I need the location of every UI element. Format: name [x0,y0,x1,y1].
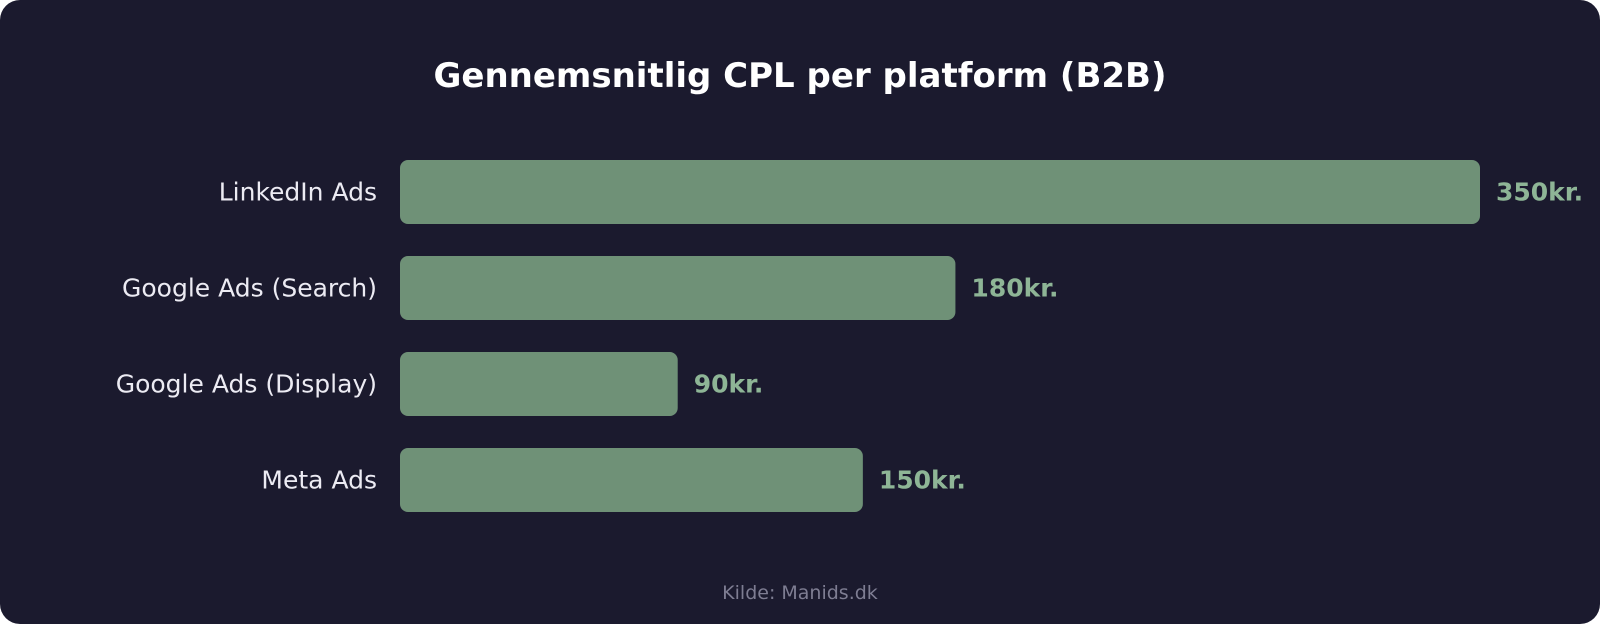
bar[interactable] [400,352,678,416]
bar[interactable] [400,160,1480,224]
source-note: Kilde: Manids.dk [722,582,878,604]
chart-title: Gennemsnitlig CPL per platform (B2B) [433,56,1167,96]
category-label: Google Ads (Display) [116,370,377,399]
category-label: Google Ads (Search) [122,274,377,303]
bar[interactable] [400,448,863,512]
value-label: 350kr. [1496,178,1583,207]
bar[interactable] [400,256,956,320]
value-label: 150kr. [879,466,966,495]
category-label: Meta Ads [261,466,377,495]
value-label: 180kr. [971,274,1058,303]
value-label: 90kr. [694,370,764,399]
category-label: LinkedIn Ads [219,178,377,207]
